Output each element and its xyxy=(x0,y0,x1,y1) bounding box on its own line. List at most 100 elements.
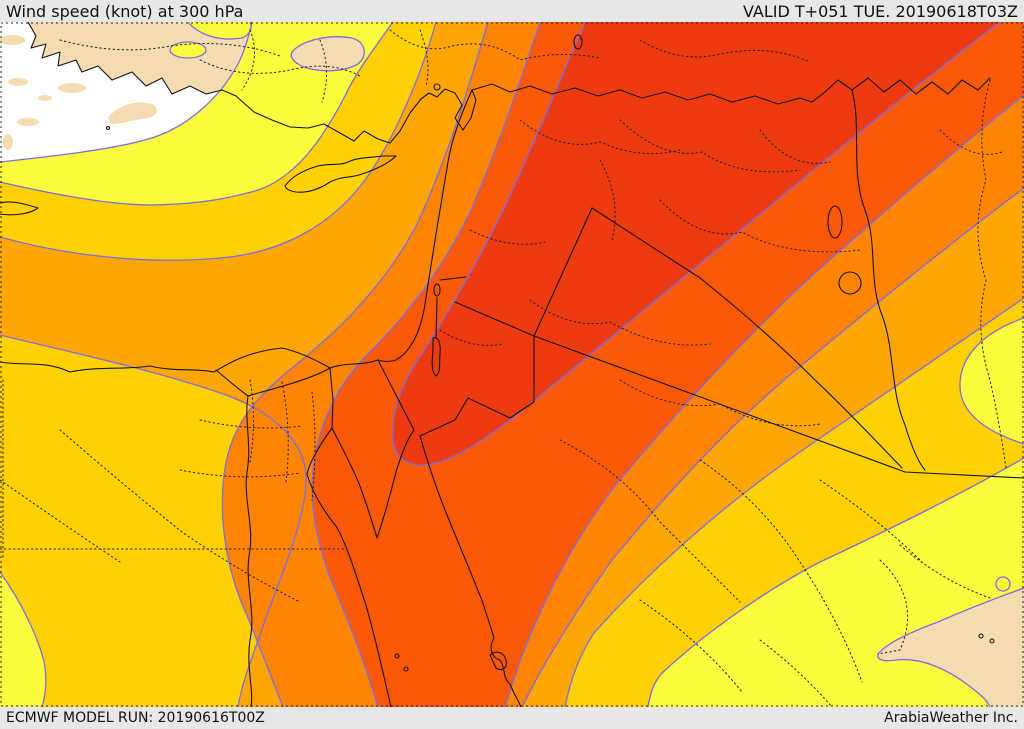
wind-band-6-core xyxy=(392,22,1001,466)
turkey-iraq-border xyxy=(811,77,991,103)
jordan-iraq-border xyxy=(533,207,593,337)
coast-and-borders xyxy=(0,22,1024,707)
island xyxy=(17,118,39,126)
jordan-saudi-border xyxy=(419,335,535,437)
contour-line xyxy=(0,22,437,261)
admin-line xyxy=(311,391,316,501)
admin-line xyxy=(59,39,281,57)
map-frame xyxy=(0,22,1024,707)
admin-line xyxy=(469,229,546,245)
admin-line xyxy=(819,479,923,563)
admin-line xyxy=(759,129,831,164)
sinai-coast xyxy=(331,427,415,539)
jordan-river xyxy=(435,297,438,339)
syria-iraq-border xyxy=(591,207,701,279)
island xyxy=(58,83,86,93)
contour-line xyxy=(647,457,1024,707)
admin-line xyxy=(439,329,503,346)
admin-line xyxy=(59,429,301,603)
island xyxy=(38,95,52,101)
nile-delta-branch xyxy=(215,369,249,397)
contour-line xyxy=(0,571,47,707)
gulf-island xyxy=(978,633,984,639)
aqaba-redsea-east-coast xyxy=(419,435,522,707)
island xyxy=(3,134,13,150)
dead-sea xyxy=(431,337,441,377)
redsea-island xyxy=(394,653,400,659)
yellow-patch-turkey-b xyxy=(170,42,206,58)
contour-line xyxy=(995,576,1011,592)
map-title: Wind speed (knot) at 300 hPa xyxy=(6,1,244,21)
contour-line xyxy=(0,334,307,707)
contour-line xyxy=(504,94,1024,707)
island xyxy=(8,78,28,86)
contour-line xyxy=(311,22,541,707)
contour-line xyxy=(0,22,253,163)
yellow-pocket-right-edge xyxy=(959,318,1024,444)
admin-line xyxy=(599,159,616,241)
admin-line xyxy=(877,559,909,655)
sea-of-galilee xyxy=(433,283,441,297)
crete-east-tip xyxy=(0,201,39,216)
contour-line xyxy=(959,317,1024,445)
iraq-lake-razzaza xyxy=(838,271,862,295)
suez-canal xyxy=(329,367,334,429)
nile-delta-branch xyxy=(247,367,331,397)
contour-lines xyxy=(0,22,1024,707)
cyprus-coastline xyxy=(284,155,397,193)
footer-bar: ECMWF MODEL RUN: 20190616T00Z ArabiaWeat… xyxy=(0,707,1024,729)
admin-line xyxy=(639,39,811,63)
tigris-river xyxy=(851,89,926,471)
admin-line xyxy=(241,29,255,91)
admin-line xyxy=(619,119,801,173)
admin-line xyxy=(659,199,861,253)
admin-line xyxy=(519,119,681,155)
saudi-corner-land xyxy=(877,588,1024,707)
yellow-patch-turkey-a xyxy=(188,22,252,40)
contour-line xyxy=(290,36,365,72)
gulf-island xyxy=(989,638,995,644)
model-run-label: ECMWF MODEL RUN: 20190616T00Z xyxy=(6,710,265,726)
admin-line xyxy=(199,419,303,429)
israel-egypt-border xyxy=(377,359,415,431)
syria-jordan-border xyxy=(454,301,535,337)
admin-line xyxy=(759,639,833,707)
aegean-islet xyxy=(105,125,111,131)
turkey-syria-border xyxy=(471,83,813,105)
admin-line xyxy=(529,299,711,346)
calm-pocket-turkey xyxy=(291,36,365,71)
contour-line xyxy=(877,587,1024,707)
contour-line xyxy=(169,41,207,59)
redsea-lagoon xyxy=(489,651,507,671)
admin-line xyxy=(0,479,121,563)
admin-line xyxy=(179,469,301,478)
turkey-lake-tuz xyxy=(573,34,583,50)
admin-line xyxy=(389,29,601,61)
euphrates-river xyxy=(699,277,903,469)
admin-line xyxy=(639,599,743,693)
contour-line xyxy=(392,22,1001,466)
contour-line xyxy=(0,22,394,206)
redsea-island xyxy=(403,666,409,672)
saudi-iraq-border xyxy=(533,335,1024,479)
contour-line xyxy=(187,22,252,40)
contour-line xyxy=(221,22,489,707)
admin-line xyxy=(977,79,1007,469)
valid-time-label: VALID T+051 TUE. 20190618T03Z xyxy=(742,1,1018,21)
admin-line xyxy=(699,459,863,683)
turkey-lake xyxy=(433,83,441,91)
contour-line xyxy=(521,187,1024,707)
admin-line xyxy=(319,39,328,103)
island xyxy=(0,35,25,45)
israel-north-border xyxy=(439,276,467,281)
admin-line xyxy=(249,379,254,463)
contour-line xyxy=(564,297,1024,707)
wind-band-5-orangered xyxy=(312,22,1024,707)
iraq-lake-tharthar xyxy=(827,205,843,239)
turkey-coastline xyxy=(27,22,477,144)
admin-line xyxy=(419,29,429,87)
admin-line xyxy=(939,129,1003,155)
admin-line xyxy=(281,381,289,483)
header-bar: Wind speed (knot) at 300 hPa VALID T+051… xyxy=(0,0,1024,22)
admin-line xyxy=(559,439,741,603)
